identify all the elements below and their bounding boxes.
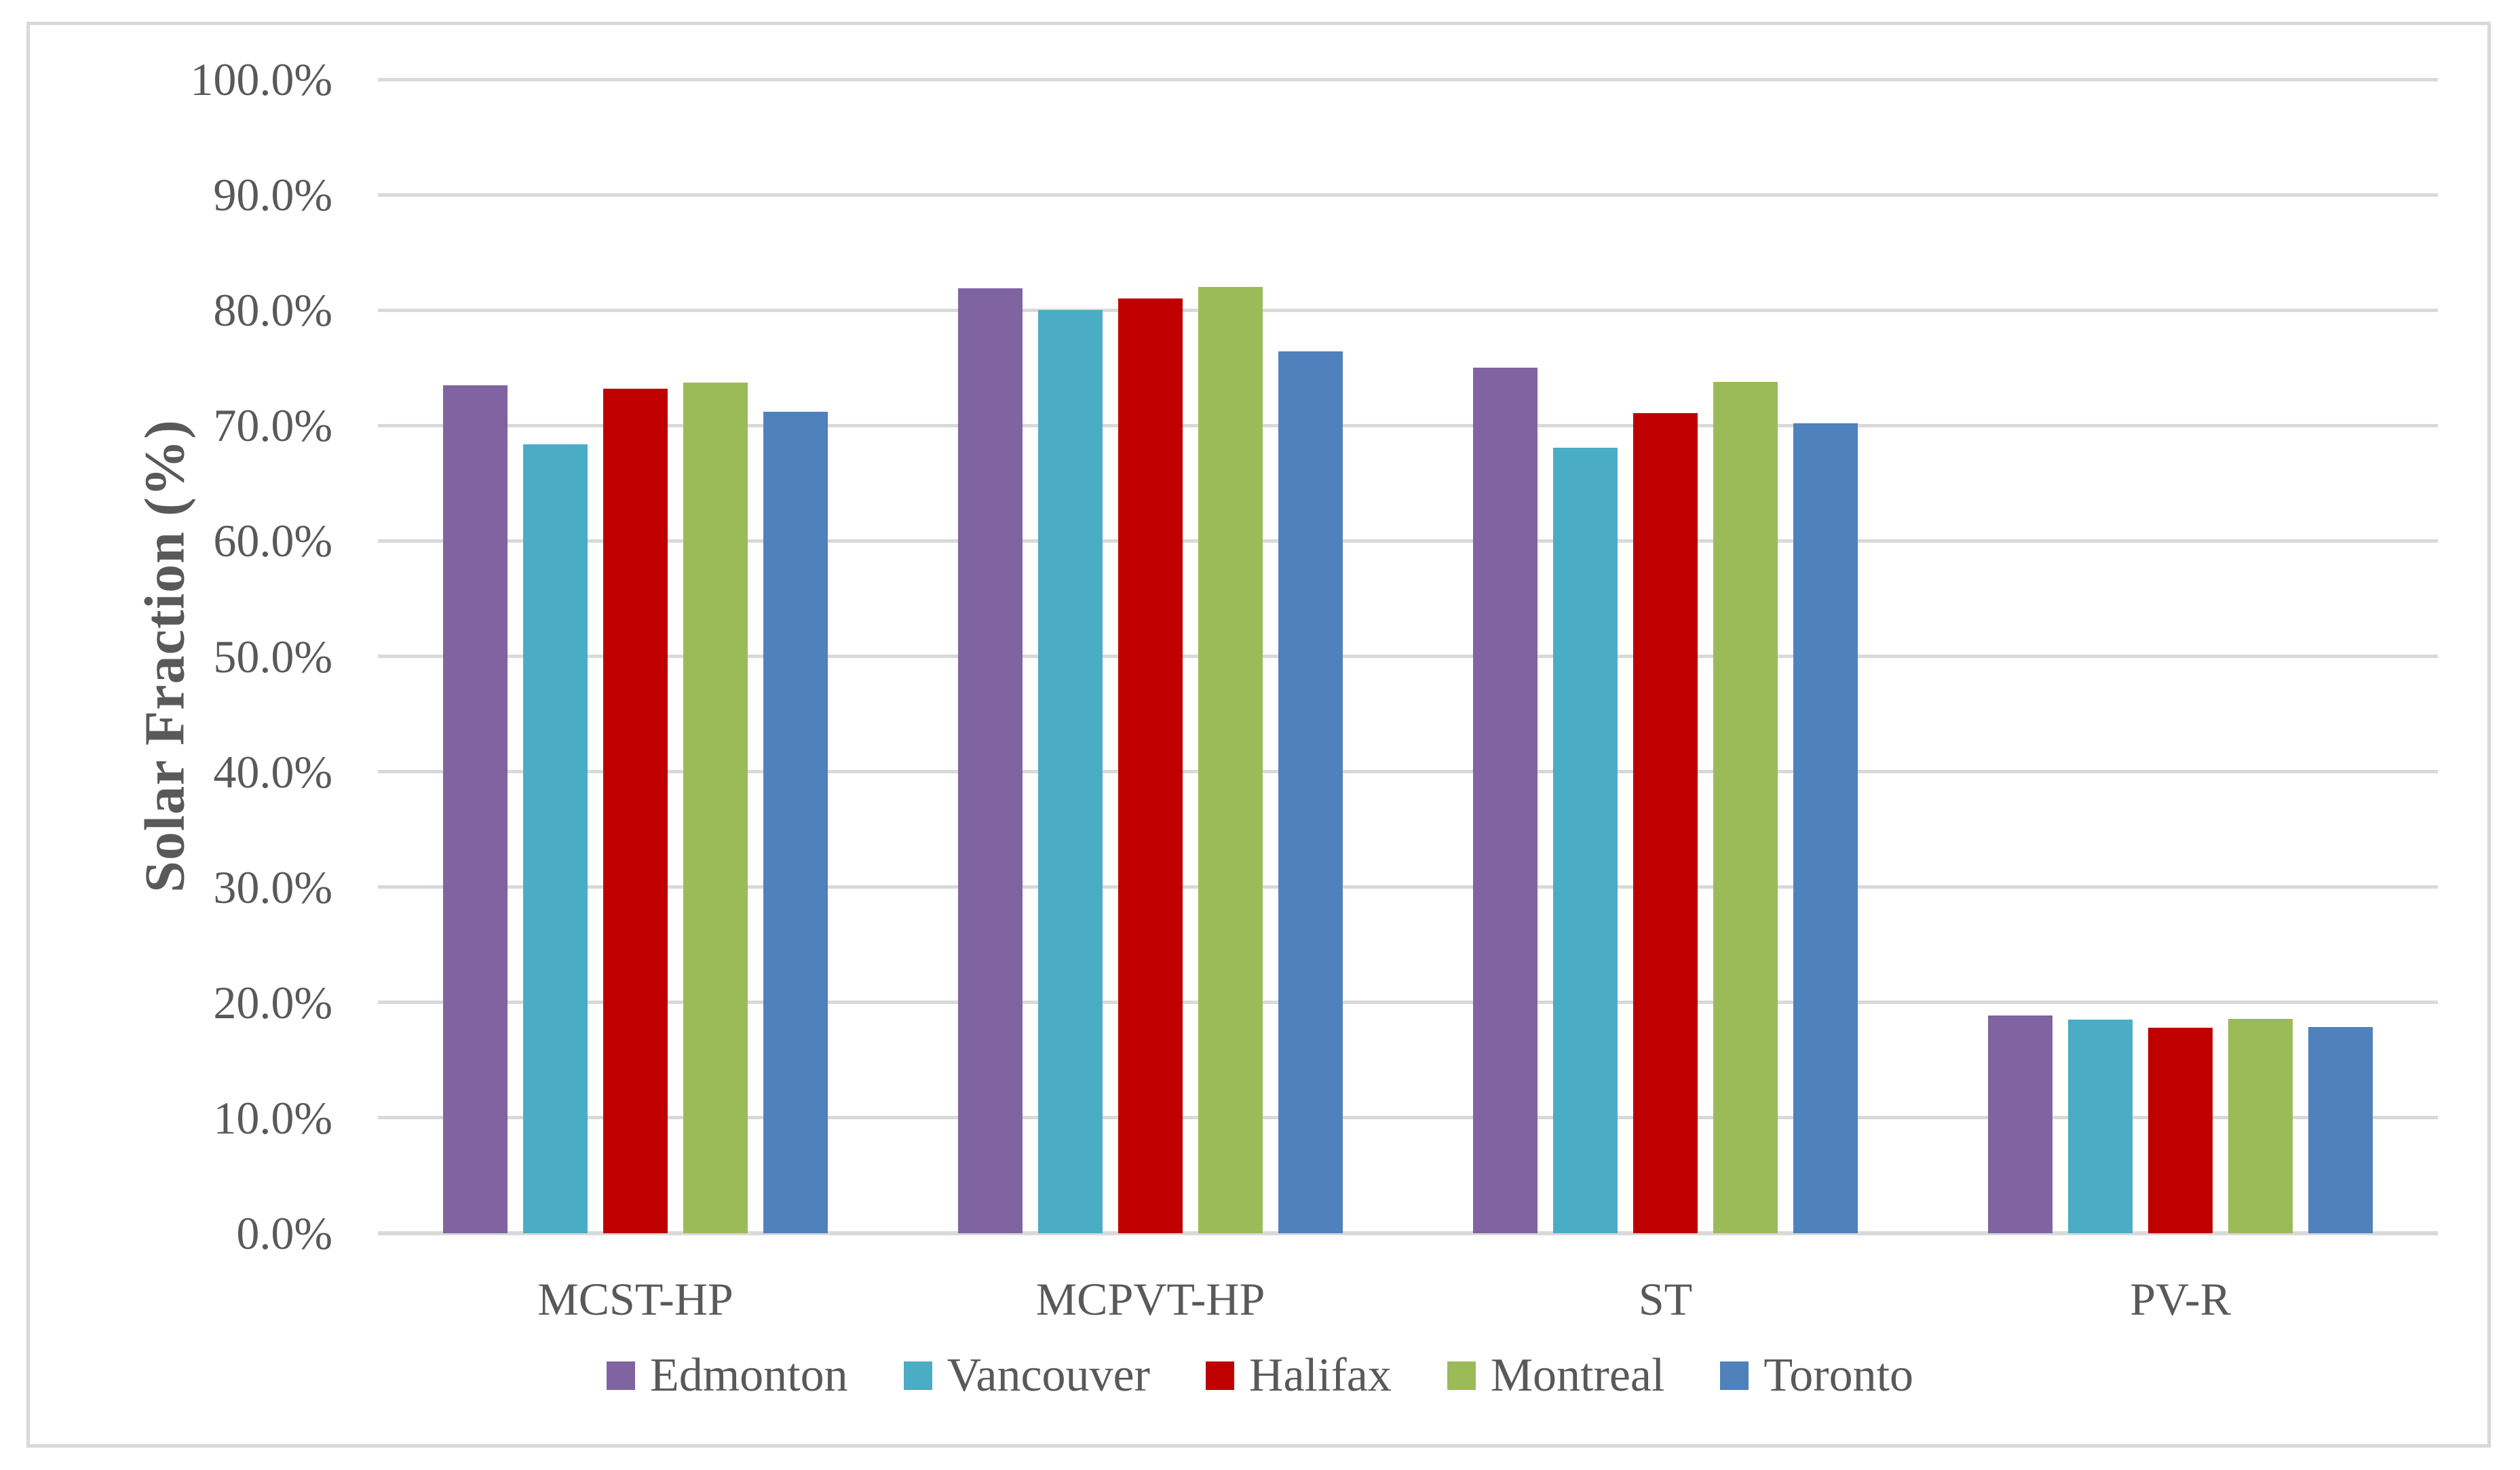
legend-swatch-montreal bbox=[1447, 1361, 1476, 1390]
y-axis-tick-label: 80.0% bbox=[213, 284, 332, 336]
gridline bbox=[378, 308, 2438, 312]
x-axis-label-pv-r: PV-R bbox=[2130, 1273, 2231, 1325]
gridline bbox=[378, 77, 2438, 81]
y-axis-tick-label: 40.0% bbox=[213, 746, 332, 798]
bar-edmonton-pv-r bbox=[1988, 1015, 2053, 1233]
legend-swatch-halifax bbox=[1205, 1361, 1234, 1390]
bar-edmonton-mcst-hp bbox=[443, 385, 508, 1233]
gridline bbox=[378, 539, 2438, 543]
x-axis-line bbox=[378, 1231, 2438, 1235]
x-axis-label-mcst-hp: MCST-HP bbox=[537, 1273, 733, 1325]
bar-halifax-mcpvt-hp bbox=[1118, 298, 1183, 1233]
bar-vancouver-mcst-hp bbox=[523, 444, 588, 1233]
bar-toronto-mcpvt-hp bbox=[1278, 351, 1343, 1233]
x-axis-label-mcpvt-hp: MCPVT-HP bbox=[1035, 1273, 1265, 1325]
legend-item-montreal: Montreal bbox=[1447, 1349, 1665, 1403]
legend-label-edmonton: Edmonton bbox=[649, 1349, 848, 1401]
gridline bbox=[378, 885, 2438, 889]
y-axis-tick-label: 100.0% bbox=[190, 54, 332, 105]
bar-edmonton-mcpvt-hp bbox=[958, 288, 1023, 1233]
bar-halifax-mcst-hp bbox=[603, 388, 668, 1233]
y-axis-tick-label: 90.0% bbox=[213, 169, 332, 221]
legend-swatch-edmonton bbox=[606, 1361, 635, 1390]
legend-label-vancouver: Vancouver bbox=[947, 1349, 1150, 1401]
legend-swatch-toronto bbox=[1720, 1361, 1749, 1390]
legend-item-edmonton: Edmonton bbox=[606, 1349, 848, 1403]
bar-montreal-mcst-hp bbox=[683, 383, 748, 1233]
y-axis-tick-label: 30.0% bbox=[213, 861, 332, 913]
bar-toronto-st bbox=[1793, 423, 1858, 1233]
bar-montreal-mcpvt-hp bbox=[1198, 287, 1263, 1233]
y-axis-tick-label: 60.0% bbox=[213, 515, 332, 567]
bar-halifax-st bbox=[1633, 412, 1698, 1233]
legend-item-toronto: Toronto bbox=[1720, 1349, 1913, 1403]
y-axis-tick-label: 50.0% bbox=[213, 630, 332, 682]
bar-edmonton-st bbox=[1473, 368, 1538, 1233]
bar-vancouver-st bbox=[1553, 447, 1618, 1233]
y-axis-tick-label: 0.0% bbox=[236, 1207, 332, 1259]
bar-vancouver-pv-r bbox=[2068, 1020, 2133, 1233]
y-axis-tick-label: 10.0% bbox=[213, 1091, 332, 1144]
bar-vancouver-mcpvt-hp bbox=[1038, 310, 1103, 1233]
gridline bbox=[378, 770, 2438, 774]
gridline bbox=[378, 1001, 2438, 1005]
legend-label-montreal: Montreal bbox=[1490, 1349, 1665, 1401]
gridline bbox=[378, 423, 2438, 427]
legend-item-vancouver: Vancouver bbox=[903, 1349, 1150, 1403]
bar-montreal-pv-r bbox=[2228, 1018, 2293, 1233]
bar-toronto-pv-r bbox=[2308, 1026, 2373, 1233]
legend-swatch-vancouver bbox=[903, 1361, 932, 1390]
x-axis-label-st: ST bbox=[1638, 1273, 1693, 1325]
legend: Edmonton Vancouver Halifax Montreal Toronto bbox=[0, 1349, 2520, 1403]
gridline bbox=[378, 193, 2438, 197]
y-axis-tick-label: 20.0% bbox=[213, 976, 332, 1028]
legend-label-toronto: Toronto bbox=[1763, 1349, 1914, 1401]
gridline bbox=[378, 655, 2438, 658]
gridline bbox=[378, 1116, 2438, 1120]
bar-toronto-mcst-hp bbox=[763, 411, 828, 1233]
legend-label-halifax: Halifax bbox=[1248, 1349, 1392, 1401]
bar-halifax-pv-r bbox=[2148, 1028, 2213, 1233]
legend-item-halifax: Halifax bbox=[1205, 1349, 1392, 1403]
y-axis-tick-label: 70.0% bbox=[213, 400, 332, 452]
bar-montreal-st bbox=[1713, 381, 1778, 1233]
